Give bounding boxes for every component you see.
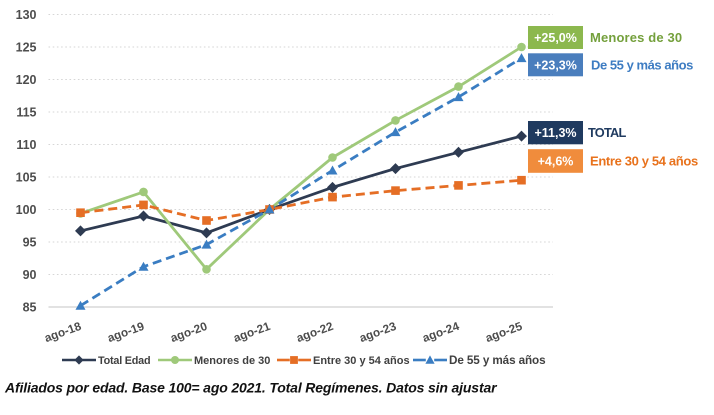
svg-text:110: 110 [16, 138, 36, 152]
svg-text:Entre 30 y 54 años: Entre 30 y 54 años [313, 355, 410, 367]
svg-text:Afiliados por edad. Base 100=: Afiliados por edad. Base 100= ago 2021. … [4, 379, 498, 395]
svg-text:Total Edad: Total Edad [98, 355, 150, 367]
svg-text:115: 115 [16, 106, 36, 120]
svg-text:105: 105 [16, 171, 37, 185]
svg-text:+11,3%: +11,3% [534, 126, 576, 140]
svg-text:Menores de 30: Menores de 30 [590, 30, 682, 45]
svg-text:85: 85 [23, 301, 37, 315]
svg-text:120: 120 [16, 73, 37, 87]
svg-text:De 55 y más años: De 55 y más años [449, 354, 546, 367]
svg-text:Menores de 30: Menores de 30 [194, 355, 270, 367]
svg-text:100: 100 [16, 203, 37, 217]
svg-text:Entre 30 y 54 años: Entre 30 y 54 años [590, 154, 698, 169]
svg-text:TOTAL: TOTAL [588, 125, 626, 140]
svg-text:125: 125 [16, 41, 37, 55]
svg-text:De 55 y más años: De 55 y más años [591, 57, 693, 72]
svg-text:95: 95 [23, 236, 37, 250]
svg-text:+23,3%: +23,3% [534, 58, 577, 72]
svg-text:+4,6%: +4,6% [538, 155, 574, 169]
svg-text:+25,0%: +25,0% [534, 31, 577, 45]
svg-text:130: 130 [16, 8, 37, 22]
svg-text:90: 90 [23, 268, 37, 282]
